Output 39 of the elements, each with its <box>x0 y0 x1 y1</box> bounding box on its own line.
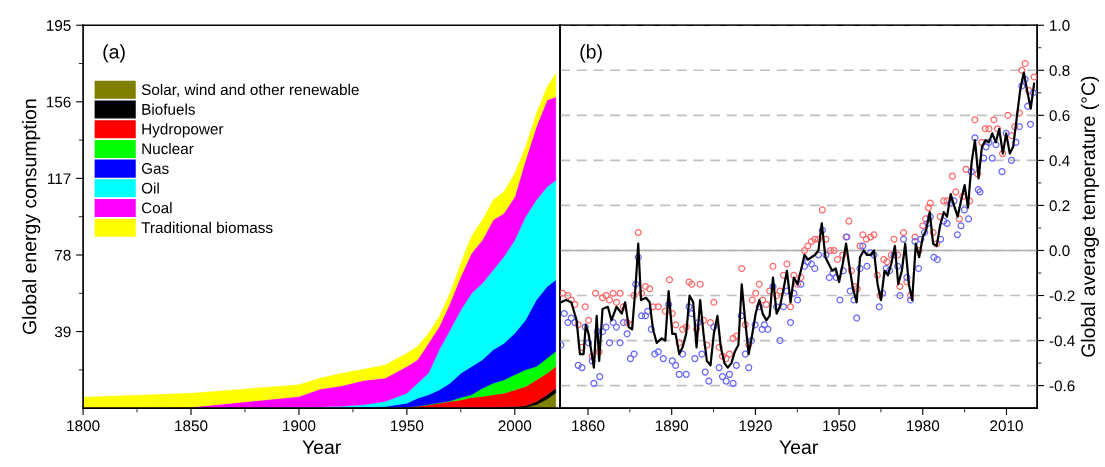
legend-label: Solar, wind and other renewable <box>141 83 359 97</box>
x-tick-label: 1800 <box>67 420 100 432</box>
y-tick-label: 78 <box>55 249 71 261</box>
x-axis-title: Year <box>779 440 818 455</box>
y-tick-label: 195 <box>46 20 71 31</box>
legend-label: Biofuels <box>142 103 195 115</box>
x-tick-label: 1950 <box>391 420 424 432</box>
annotation: (a) <box>103 44 125 63</box>
y-tick-label: 39 <box>54 326 71 338</box>
y2-tick-label: 0.2 <box>1049 200 1070 212</box>
y2-tick-label: 0.4 <box>1049 155 1070 167</box>
y2-tick-label: 0.6 <box>1049 110 1070 122</box>
legend-label: Coal <box>141 202 172 214</box>
y2-axis-title: Global average temperature (°C) <box>1080 76 1099 357</box>
legend-label: Traditional biomass <box>141 221 273 234</box>
y-tick-label: 156 <box>46 96 71 108</box>
y2-tick-label: 1.0 <box>1050 20 1070 31</box>
x-tick-label: 2000 <box>498 420 532 432</box>
x-tick-label: 2010 <box>990 420 1023 432</box>
x-tick-label: 1860 <box>572 420 605 432</box>
x-tick-label: 1920 <box>739 420 772 432</box>
x-tick-label: 1890 <box>655 420 689 432</box>
y2-tick-label: -0.6 <box>1049 380 1075 392</box>
y2-tick-label: 0.0 <box>1049 245 1070 257</box>
annotation: (b) <box>580 44 602 63</box>
x-tick-label: 1980 <box>906 420 940 432</box>
x-tick-label: 1850 <box>175 420 208 432</box>
y2-tick-label: -0.2 <box>1049 290 1075 302</box>
x-tick-label: 1950 <box>823 420 856 432</box>
legend-label: Hydropower <box>142 123 224 138</box>
x-tick-label: 1900 <box>283 420 316 432</box>
y-tick-label: 117 <box>48 173 71 184</box>
legend-label: Nuclear <box>142 142 194 155</box>
legend-label: Oil <box>141 182 159 194</box>
x-axis-title: Year <box>302 440 341 455</box>
y2-tick-label: 0.8 <box>1049 65 1070 76</box>
y2-tick-label: -0.4 <box>1049 335 1075 347</box>
legend-label: Gas <box>141 163 169 174</box>
y-axis-title: Global energy consumption <box>22 99 41 335</box>
